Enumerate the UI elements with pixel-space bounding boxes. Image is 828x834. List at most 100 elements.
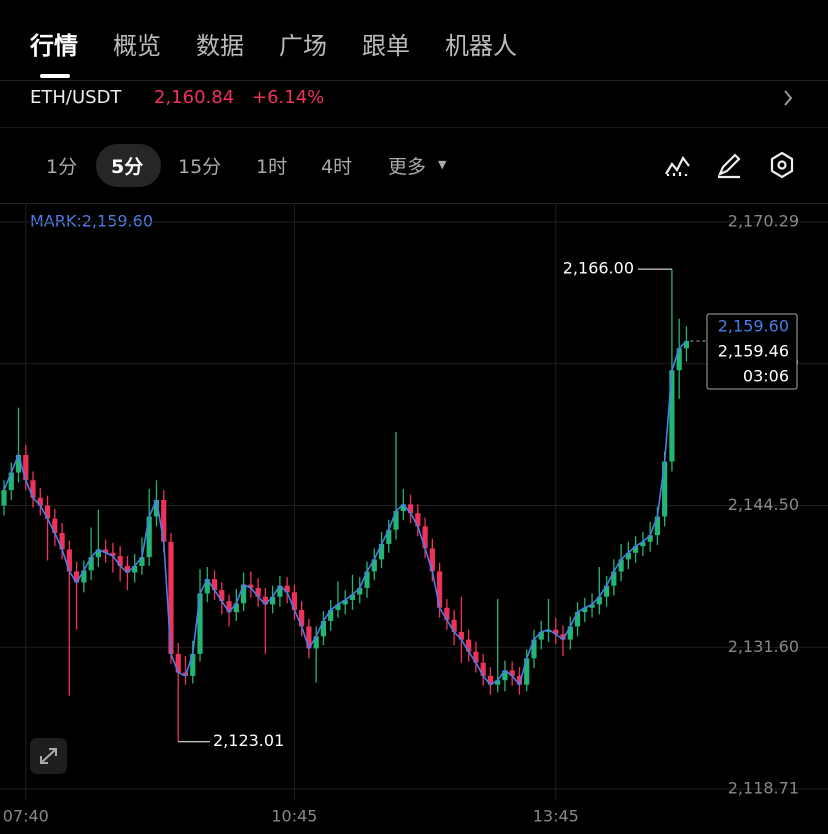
candle-body <box>487 675 494 685</box>
candle-body <box>277 585 283 597</box>
candle-body <box>320 620 327 637</box>
indicator-icon[interactable] <box>665 155 690 176</box>
price-box <box>706 313 798 390</box>
candle-body <box>357 587 363 595</box>
candle-body <box>437 571 443 608</box>
interval[interactable]: 1分 <box>46 156 78 178</box>
y-tick-label: 2,131.60 <box>728 637 799 656</box>
candle-body <box>669 370 675 462</box>
candle-body <box>524 658 530 685</box>
interval[interactable]: 15分 <box>178 156 222 178</box>
tab[interactable]: 广场 <box>279 32 327 60</box>
tab[interactable]: 跟单 <box>362 32 410 60</box>
high-label: 2,166.00 <box>563 259 634 278</box>
candle-body <box>81 570 87 583</box>
candle-body <box>219 590 225 602</box>
tab[interactable]: 概览 <box>113 32 161 60</box>
candle-body <box>52 518 58 533</box>
price: 2,160.84 <box>154 87 235 108</box>
chevron[interactable] <box>780 88 796 108</box>
candle-body <box>596 596 602 605</box>
candle-body <box>480 662 486 676</box>
candle-body <box>168 541 174 654</box>
candle-body <box>139 557 145 566</box>
candle-body <box>95 549 101 558</box>
candle-body <box>466 639 472 652</box>
candle-body <box>146 516 152 558</box>
candle-body <box>531 639 537 659</box>
candle-body <box>582 607 588 613</box>
candle-body <box>589 604 595 608</box>
y-tick-label: 2,170.29 <box>728 212 799 231</box>
candle-body <box>393 510 399 530</box>
candle-body <box>204 579 210 594</box>
tab[interactable]: 数据 <box>196 32 244 60</box>
candle-body <box>328 609 334 621</box>
candle-body <box>495 680 501 685</box>
expand-button[interactable] <box>30 738 67 774</box>
candle-body <box>400 504 406 511</box>
candle-body <box>603 585 610 597</box>
candle-body <box>545 629 552 632</box>
draw-icon[interactable] <box>717 153 741 179</box>
y-tick-label: 2,144.50 <box>728 495 799 514</box>
candle-body <box>654 516 660 536</box>
candle-body <box>74 571 80 583</box>
candle-body <box>153 500 160 517</box>
interval[interactable]: 更多 <box>388 156 427 178</box>
candle-body <box>8 472 14 491</box>
candle-body <box>662 461 668 517</box>
candle-body <box>190 653 196 676</box>
settings-icon[interactable] <box>770 151 794 179</box>
candle-body <box>444 607 450 620</box>
candle-body <box>103 549 109 553</box>
mark-price: 2,159.60 <box>718 317 789 336</box>
candle-body <box>211 579 218 591</box>
candle-body <box>640 541 646 547</box>
candle-body <box>175 653 181 673</box>
x-tick-label: 13:45 <box>533 807 579 826</box>
candle-body <box>386 529 392 544</box>
candle-body <box>415 513 421 527</box>
interval[interactable]: 5分 <box>111 156 144 178</box>
tab[interactable]: 机器人 <box>445 32 517 60</box>
candle-body <box>429 548 435 572</box>
interval[interactable]: 1时 <box>256 156 288 178</box>
candle-body <box>132 565 138 573</box>
pair[interactable]: ETH/USDT <box>30 87 122 108</box>
candle-body <box>37 497 43 506</box>
candle-body <box>197 593 203 654</box>
y-tick-label: 2,118.71 <box>728 779 799 798</box>
tab-indicator <box>40 74 70 78</box>
candle-body <box>306 626 312 649</box>
candle-body <box>44 505 51 519</box>
candle-body <box>30 480 36 498</box>
mark-line <box>3 340 688 687</box>
last-price: 2,159.46 <box>718 342 789 361</box>
candle-body <box>647 535 653 542</box>
candle-body <box>349 594 356 601</box>
candle-body <box>284 585 290 593</box>
candle-body <box>618 559 624 572</box>
tab[interactable]: 行情 <box>30 32 78 60</box>
interval[interactable]: 4时 <box>321 156 353 178</box>
candle-body <box>313 636 319 649</box>
candle-body <box>124 565 131 573</box>
candle-body <box>15 454 22 473</box>
x-tick-label: 07:40 <box>3 807 49 826</box>
candle-body <box>226 601 232 613</box>
candle-body <box>23 454 29 481</box>
candle-body <box>611 571 617 586</box>
candle-body <box>255 587 261 597</box>
candle-body <box>262 596 268 605</box>
low-label: 2,123.01 <box>213 731 284 750</box>
candle-body <box>422 526 428 549</box>
candle-body <box>560 634 566 640</box>
candle-body <box>248 584 254 588</box>
dropdown-caret: ▼ <box>438 158 447 171</box>
candle-body <box>291 592 297 610</box>
divider <box>0 127 828 128</box>
candle-body <box>502 670 508 681</box>
candle-body <box>240 584 247 604</box>
